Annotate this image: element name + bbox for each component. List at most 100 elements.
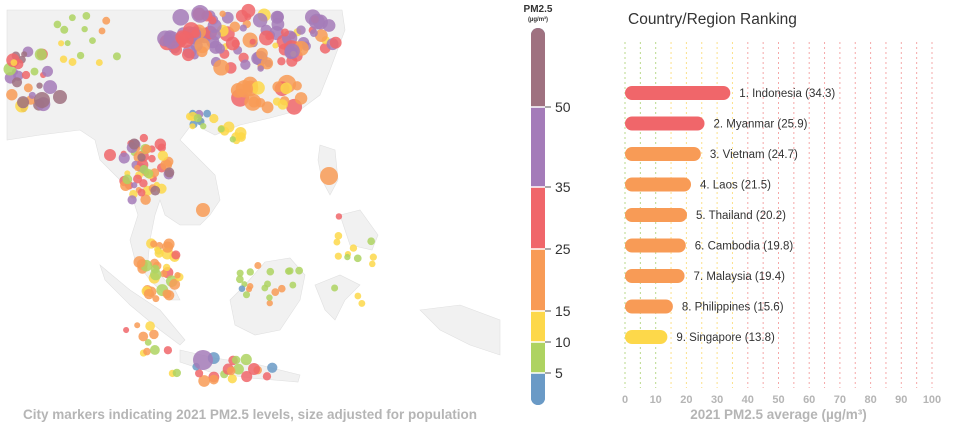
city-marker[interactable] — [223, 121, 235, 133]
city-marker[interactable] — [134, 164, 141, 171]
city-marker[interactable] — [257, 65, 264, 72]
city-marker[interactable] — [358, 299, 366, 307]
city-marker[interactable] — [322, 19, 336, 32]
city-marker[interactable] — [149, 329, 159, 340]
bar-cambodia[interactable] — [625, 238, 686, 253]
city-marker[interactable] — [6, 89, 18, 101]
city-marker[interactable] — [138, 331, 149, 342]
city-marker[interactable] — [133, 174, 143, 184]
city-marker[interactable] — [82, 12, 91, 20]
city-marker[interactable] — [76, 51, 85, 60]
city-marker[interactable] — [172, 368, 182, 378]
city-marker[interactable] — [148, 154, 156, 163]
city-marker[interactable] — [272, 42, 279, 49]
city-marker[interactable] — [271, 288, 280, 297]
city-marker[interactable] — [353, 254, 362, 263]
city-marker[interactable] — [133, 256, 146, 268]
city-marker[interactable] — [242, 32, 258, 48]
city-marker[interactable] — [149, 345, 160, 355]
bar-laos[interactable] — [625, 177, 692, 192]
city-marker[interactable] — [21, 51, 28, 58]
city-marker[interactable] — [174, 272, 181, 279]
city-marker[interactable] — [239, 24, 247, 32]
city-marker[interactable] — [154, 138, 167, 151]
city-marker[interactable] — [314, 29, 328, 42]
city-marker[interactable] — [238, 285, 246, 292]
city-marker[interactable] — [277, 57, 286, 66]
city-marker[interactable] — [278, 284, 286, 293]
city-marker[interactable] — [23, 83, 33, 93]
city-marker[interactable] — [249, 38, 256, 45]
city-marker[interactable] — [244, 13, 252, 21]
city-marker[interactable] — [36, 82, 43, 89]
city-marker[interactable] — [242, 291, 251, 299]
city-marker[interactable] — [21, 70, 31, 80]
city-marker[interactable] — [235, 80, 254, 98]
city-marker[interactable] — [163, 30, 176, 43]
city-marker[interactable] — [344, 253, 351, 261]
city-marker[interactable] — [219, 10, 226, 17]
city-marker[interactable] — [295, 266, 304, 275]
city-marker[interactable] — [266, 299, 273, 307]
city-marker[interactable] — [169, 278, 181, 290]
city-marker[interactable] — [162, 263, 171, 272]
city-marker[interactable] — [294, 92, 308, 105]
city-marker[interactable] — [172, 8, 190, 26]
city-marker[interactable] — [333, 238, 341, 246]
city-marker[interactable] — [280, 82, 293, 95]
city-marker[interactable] — [195, 369, 204, 378]
city-marker[interactable] — [137, 188, 146, 197]
city-marker[interactable] — [131, 182, 138, 189]
city-marker[interactable] — [41, 65, 53, 77]
city-marker[interactable] — [98, 27, 106, 35]
city-marker[interactable] — [277, 99, 288, 110]
city-marker[interactable] — [260, 57, 274, 70]
city-marker[interactable] — [289, 281, 297, 289]
city-marker[interactable] — [112, 52, 121, 61]
city-marker[interactable] — [203, 109, 212, 118]
city-marker[interactable] — [256, 47, 268, 60]
city-marker[interactable] — [240, 353, 252, 366]
city-marker[interactable] — [143, 347, 151, 356]
city-marker[interactable] — [329, 36, 342, 49]
city-marker[interactable] — [118, 152, 130, 164]
city-marker[interactable] — [89, 37, 96, 45]
city-marker[interactable] — [142, 144, 152, 154]
city-marker[interactable] — [150, 185, 161, 196]
city-marker[interactable] — [246, 283, 254, 290]
city-marker[interactable] — [163, 346, 173, 355]
city-marker[interactable] — [191, 5, 209, 23]
city-marker[interactable] — [261, 284, 269, 292]
city-marker[interactable] — [255, 97, 266, 108]
bar-singapore[interactable] — [625, 330, 668, 344]
city-marker[interactable] — [241, 370, 253, 383]
city-marker[interactable] — [308, 13, 325, 30]
city-marker[interactable] — [227, 374, 237, 384]
city-marker[interactable] — [241, 3, 256, 18]
city-marker[interactable] — [292, 81, 302, 91]
city-marker[interactable] — [134, 322, 141, 329]
city-marker[interactable] — [354, 292, 362, 300]
city-marker[interactable] — [309, 29, 318, 37]
city-marker[interactable] — [17, 96, 30, 109]
city-marker[interactable] — [150, 240, 158, 248]
city-marker[interactable] — [209, 29, 221, 41]
city-marker[interactable] — [59, 55, 68, 63]
city-marker[interactable] — [266, 294, 273, 301]
city-marker[interactable] — [267, 362, 278, 373]
city-marker[interactable] — [280, 28, 290, 37]
city-marker[interactable] — [139, 133, 149, 143]
city-marker[interactable] — [30, 67, 39, 76]
city-marker[interactable] — [181, 48, 195, 62]
bar-myanmar[interactable] — [625, 116, 705, 131]
city-marker[interactable] — [162, 241, 174, 253]
city-marker[interactable] — [123, 326, 130, 334]
city-marker[interactable] — [331, 284, 339, 292]
city-marker[interactable] — [137, 153, 146, 162]
city-marker[interactable] — [229, 21, 241, 33]
city-marker[interactable] — [231, 39, 240, 48]
city-marker[interactable] — [233, 363, 244, 375]
city-marker[interactable] — [262, 372, 272, 381]
city-marker[interactable] — [164, 167, 175, 178]
city-marker[interactable] — [143, 168, 154, 179]
